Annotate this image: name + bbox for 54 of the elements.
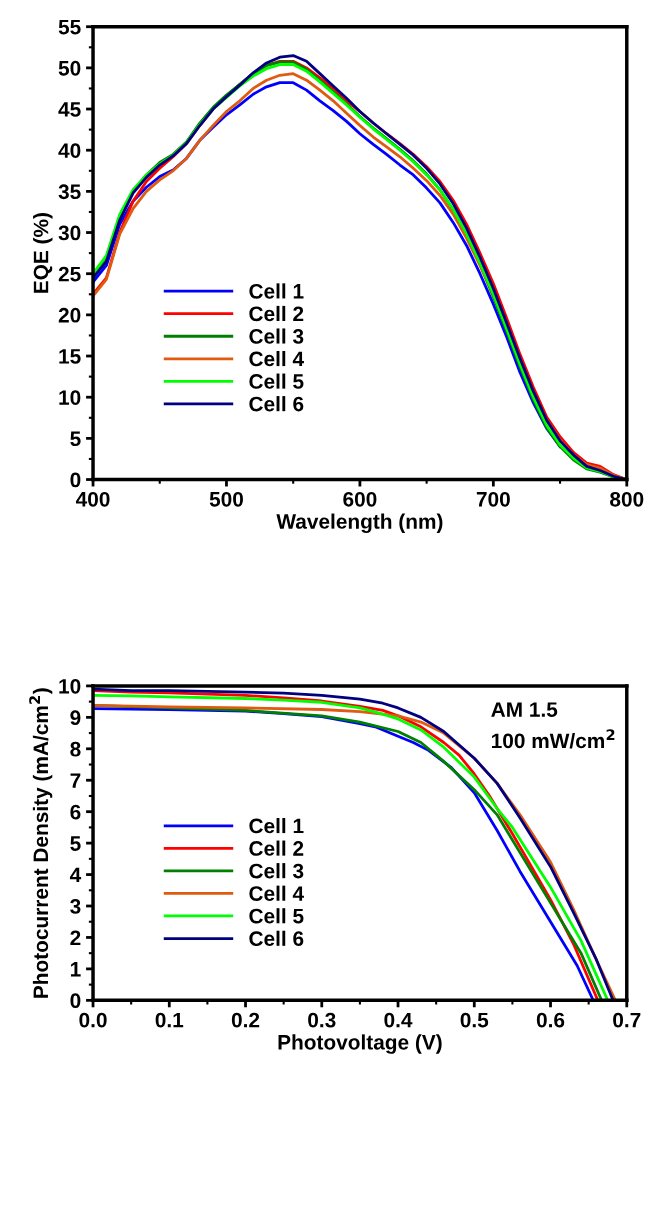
x-tick-label: 0.0 — [79, 1012, 107, 1028]
legend-label: Cell 5 — [249, 908, 304, 924]
y-tick-label: 10 — [59, 390, 81, 405]
y-tick-label: 15 — [59, 349, 81, 364]
y-tick-label: 6 — [70, 804, 81, 820]
x-tick-label: 0.6 — [536, 1012, 565, 1028]
y-tick-label: 0 — [70, 472, 81, 488]
y-tick-label: 45 — [58, 102, 81, 117]
y-tick-label: 35 — [58, 184, 81, 200]
y-tick-label: 4 — [69, 867, 82, 883]
y-tick-label: 50 — [58, 60, 81, 76]
y-tick-label: 1 — [70, 962, 81, 977]
legend-label: Cell 6 — [249, 930, 304, 947]
legend-label: Cell 4 — [249, 350, 304, 367]
y-tick-label: 5 — [70, 431, 81, 447]
y-tick-label: 30 — [58, 225, 81, 241]
x-tick-label: 400 — [75, 491, 110, 507]
y-axis-title: Photocurrent Density (mA/cm$^{2}$) — [29, 688, 53, 998]
y-tick-label: 3 — [70, 899, 81, 914]
x-tick-label: 0.3 — [308, 1012, 336, 1028]
x-tick-label: 0.7 — [613, 1012, 641, 1028]
legend-label: Cell 3 — [249, 863, 304, 879]
y-tick-label: 8 — [70, 741, 81, 757]
y-tick-label: 0 — [70, 993, 81, 1009]
y-axis-title: EQE (%) — [33, 213, 53, 293]
y-tick-label: 55 — [58, 19, 81, 35]
x-tick-label: 0.5 — [460, 1012, 489, 1028]
x-axis-title: Photovoltage (V) — [278, 1034, 442, 1054]
legend-label: Cell 5 — [249, 373, 304, 389]
x-tick-label: 500 — [209, 491, 243, 507]
y-tick-label: 20 — [58, 307, 81, 323]
x-tick-label: 0.4 — [384, 1012, 413, 1028]
y-tick-label: 40 — [58, 143, 81, 158]
y-tick-label: 5 — [70, 836, 81, 851]
y-tick-label: 25 — [58, 266, 81, 282]
annotation: AM 1.5 — [491, 702, 558, 717]
y-tick-label: 7 — [70, 773, 81, 788]
legend-label: Cell 4 — [249, 885, 304, 901]
legend-label: Cell 2 — [249, 305, 304, 322]
legend-label: Cell 2 — [249, 840, 304, 856]
legend-label: Cell 1 — [249, 817, 304, 834]
legend-label: Cell 1 — [249, 283, 304, 299]
x-tick-label: 0.2 — [231, 1012, 260, 1028]
x-tick-label: 700 — [476, 491, 510, 507]
x-tick-label: 0.1 — [155, 1012, 184, 1028]
x-tick-label: 600 — [343, 491, 377, 507]
y-tick-label: 10 — [59, 678, 81, 694]
x-tick-label: 800 — [610, 491, 644, 507]
x-axis-title: Wavelength (nm) — [276, 513, 443, 534]
y-tick-label: 9 — [70, 710, 81, 726]
y-tick-label: 2 — [70, 930, 81, 945]
legend-label: Cell 3 — [249, 328, 304, 344]
annotation: 100 mW/cm$^{2}$ — [491, 729, 615, 749]
legend-label: Cell 6 — [249, 396, 304, 412]
